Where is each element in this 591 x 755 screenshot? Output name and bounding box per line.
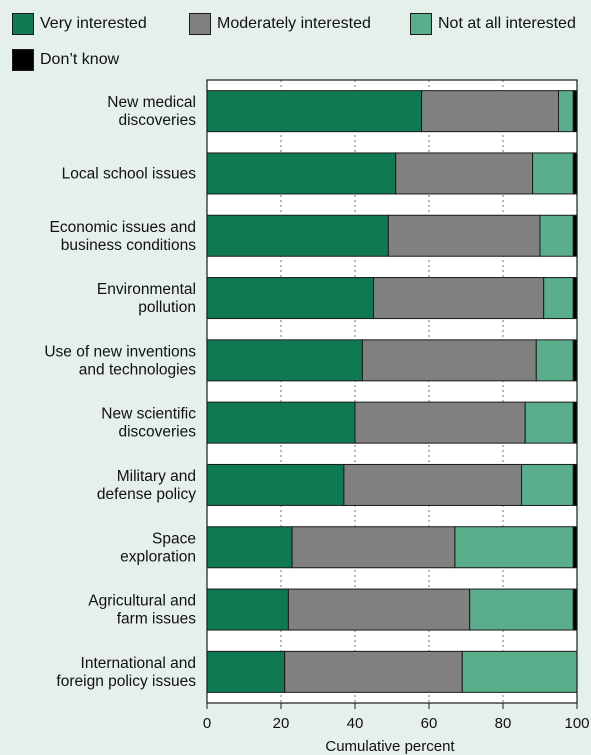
category-label-line: discoveries	[118, 424, 196, 441]
category-label-line: exploration	[120, 548, 196, 565]
bar-moderately-interested-military-and-defense-policy	[343, 463, 522, 506]
bar-not-at-all-interested-agricultural-and-farm-issues	[469, 588, 574, 631]
legend-swatch-very-interested	[12, 13, 34, 35]
legend-label-moderately-interested: Moderately interested	[217, 15, 371, 32]
bar-not-at-all-interested-environmental-pollution	[543, 277, 574, 320]
legend-item-moderately-interested: Moderately interested	[189, 12, 371, 36]
x-tick-label-80: 80	[495, 715, 512, 732]
legend-label-not-at-all-interested: Not at all interested	[438, 15, 576, 32]
category-label-space-exploration: Space exploration	[120, 530, 196, 565]
legend-item-not-at-all-interested: Not at all interested	[410, 12, 576, 36]
bar-very-interested-international-and-foreign-policy-issues	[206, 650, 286, 693]
legend-swatch-not-at-all-interested	[410, 13, 432, 35]
category-label-line: Environmental	[97, 281, 196, 298]
category-label-line: Local school issues	[62, 165, 197, 182]
bar-very-interested-environmental-pollution	[206, 277, 374, 320]
bar-not-at-all-interested-use-of-new-inventions-and-technologies	[535, 339, 574, 382]
category-label-use-of-new-inventions-and-technologies: Use of new inventions and technologies	[44, 343, 196, 378]
bar-not-at-all-interested-space-exploration	[454, 526, 574, 569]
bar-very-interested-space-exploration	[206, 526, 293, 569]
x-tick-label-60: 60	[421, 715, 438, 732]
bar-moderately-interested-international-and-foreign-policy-issues	[284, 650, 463, 693]
x-tick-label-100: 100	[564, 715, 589, 732]
bar-not-at-all-interested-new-scientific-discoveries	[524, 401, 574, 444]
bar-not-at-all-interested-international-and-foreign-policy-issues	[461, 650, 578, 693]
bar-very-interested-agricultural-and-farm-issues	[206, 588, 289, 631]
category-label-local-school-issues: Local school issues	[62, 165, 197, 182]
bar-moderately-interested-environmental-pollution	[373, 277, 545, 320]
category-label-line: foreign policy issues	[56, 673, 196, 690]
bar-very-interested-military-and-defense-policy	[206, 463, 345, 506]
legend-swatch-moderately-interested	[189, 13, 211, 35]
category-label-line: farm issues	[117, 611, 196, 628]
category-label-line: pollution	[138, 299, 196, 316]
category-label-environmental-pollution: Environmental pollution	[97, 281, 196, 316]
category-label-line: Use of new inventions	[44, 343, 196, 360]
category-label-agricultural-and-farm-issues: Agricultural and farm issues	[88, 593, 196, 628]
bar-very-interested-economic-issues-and-business-conditions	[206, 214, 389, 257]
x-axis-title: Cumulative percent	[325, 738, 455, 755]
legend-label-don-t-know: Don’t know	[40, 51, 120, 68]
bar-not-at-all-interested-military-and-defense-policy	[521, 463, 574, 506]
bar-moderately-interested-agricultural-and-farm-issues	[287, 588, 471, 631]
legend-item-very-interested: Very interested	[12, 12, 147, 36]
bar-not-at-all-interested-new-medical-discoveries	[558, 90, 574, 133]
bar-moderately-interested-space-exploration	[291, 526, 456, 569]
category-label-line: Space	[152, 530, 196, 547]
bar-very-interested-use-of-new-inventions-and-technologies	[206, 339, 363, 382]
plot-border	[206, 79, 578, 704]
category-label-military-and-defense-policy: Military and defense policy	[97, 468, 196, 503]
category-label-line: Military and	[117, 468, 196, 485]
x-tick-label-0: 0	[203, 715, 211, 732]
bar-not-at-all-interested-economic-issues-and-business-conditions	[539, 214, 574, 257]
category-label-new-scientific-discoveries: New scientific discoveries	[101, 406, 196, 441]
bar-not-at-all-interested-local-school-issues	[532, 152, 574, 195]
x-tick-label-40: 40	[347, 715, 364, 732]
legend-swatch-don-t-know	[12, 49, 34, 71]
legend-item-don-t-know: Don’t know	[12, 48, 119, 72]
bar-moderately-interested-new-scientific-discoveries	[354, 401, 526, 444]
bar-moderately-interested-new-medical-discoveries	[421, 90, 559, 133]
category-label-line: International and	[81, 655, 196, 672]
legend-label-very-interested: Very interested	[40, 15, 147, 32]
category-label-line: Agricultural and	[88, 593, 196, 610]
category-label-line: New scientific	[101, 406, 196, 423]
category-label-line: New medical	[107, 94, 196, 111]
category-label-line: Economic issues and	[50, 219, 196, 236]
category-label-line: and technologies	[79, 361, 196, 378]
bar-very-interested-local-school-issues	[206, 152, 397, 195]
bar-moderately-interested-local-school-issues	[395, 152, 534, 195]
category-label-line: discoveries	[118, 112, 196, 129]
category-label-economic-issues-and-business-conditions: Economic issues and business conditions	[50, 219, 197, 254]
x-tick-label-20: 20	[273, 715, 290, 732]
bar-very-interested-new-scientific-discoveries	[206, 401, 356, 444]
bar-moderately-interested-economic-issues-and-business-conditions	[387, 214, 541, 257]
bar-moderately-interested-use-of-new-inventions-and-technologies	[361, 339, 537, 382]
bar-very-interested-new-medical-discoveries	[206, 90, 423, 133]
category-label-line: defense policy	[97, 486, 196, 503]
category-label-line: business conditions	[61, 237, 197, 254]
category-label-international-and-foreign-policy-issues: International and foreign policy issues	[56, 655, 196, 690]
category-label-new-medical-discoveries: New medical discoveries	[107, 94, 196, 129]
